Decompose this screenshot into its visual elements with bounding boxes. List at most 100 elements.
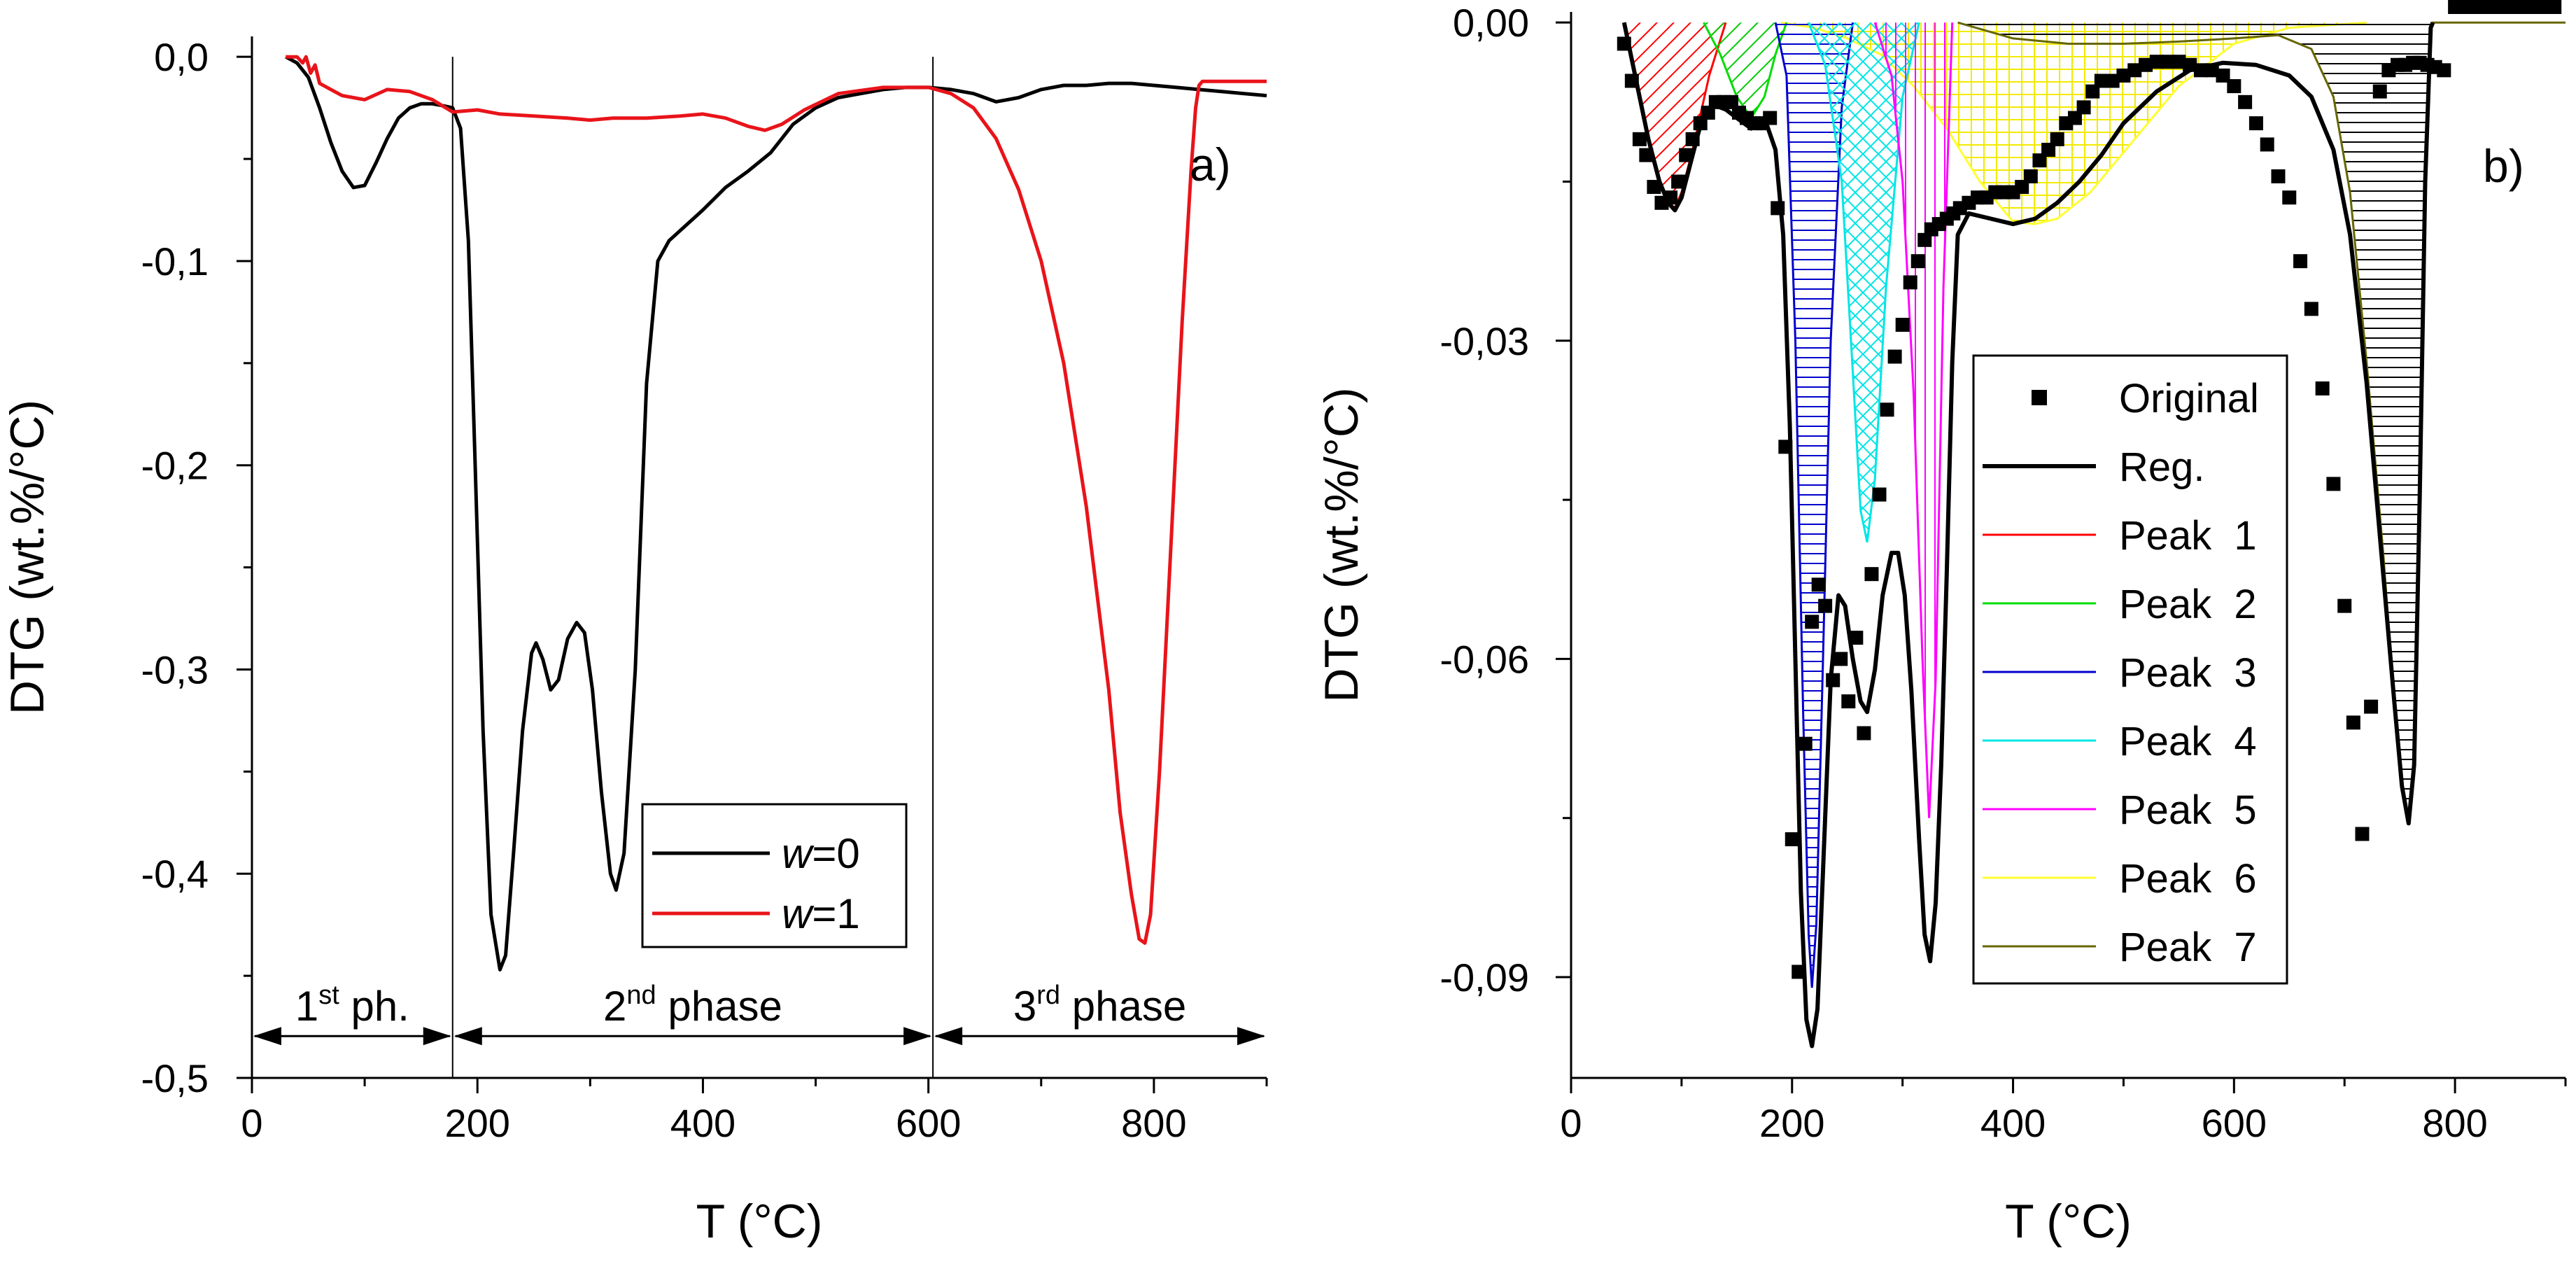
phase-label-ordinal: nd — [626, 981, 656, 1010]
phase-label-number: 1 — [295, 983, 318, 1030]
panel-b-original-point — [1798, 736, 1813, 751]
panel-b-original-point — [2238, 94, 2253, 109]
panel-b-original-point — [2271, 169, 2286, 183]
panel-b-original-point — [2536, 0, 2551, 14]
panel-b-original-point — [2116, 68, 2131, 83]
panel-b-original-point — [1778, 440, 1793, 454]
panel-a-x-tick-label: 0 — [241, 1101, 262, 1145]
panel-b-original-point — [1647, 180, 1661, 195]
panel-b-original-point — [1724, 94, 1738, 109]
panel-b-original-point — [2160, 55, 2175, 69]
panel-b-original-point — [1887, 349, 1902, 364]
panel-b-original-point — [1685, 132, 1700, 146]
panel-b-x-tick-label: 400 — [1980, 1101, 2046, 1145]
panel-a-x-tick-label: 800 — [1121, 1101, 1186, 1145]
legend-value: =0 — [812, 830, 859, 877]
panel-b-original-point — [1617, 36, 1631, 51]
panel-a-x-axis-title: T (°C) — [696, 1195, 823, 1248]
panel-b-original-point — [2372, 84, 2387, 99]
panel-b-legend-label: Peak 6 — [2119, 856, 2257, 902]
phase-label-suffix: ph. — [339, 983, 409, 1030]
panel-b-original-point — [2076, 100, 2091, 115]
panel-b-original-point — [2216, 68, 2230, 83]
panel-b-original-point — [1917, 232, 1932, 247]
panel-b-legend-label: Reg. — [2119, 444, 2205, 490]
panel-b-original-point — [1903, 275, 1917, 290]
panel-b-original-point — [1818, 598, 1833, 613]
panel-a-series-w0-line — [285, 55, 1267, 972]
panel-b-plot: b) — [1617, 0, 2566, 1049]
panel-b-x-axis-title: T (°C) — [2005, 1195, 2132, 1248]
panel-b-original-point — [2094, 73, 2109, 88]
panel-a-y-tick-label: -0,5 — [141, 1056, 209, 1100]
panel-b-original-point — [2204, 63, 2219, 78]
panel-a-y-axis-title: DTG (wt.%/°C) — [1, 400, 54, 715]
phase-label-suffix: phase — [656, 983, 782, 1030]
panel-a-series-w1-line — [286, 55, 1267, 945]
panel-b-original-point — [2172, 55, 2186, 69]
phase-label-number: 3 — [1013, 983, 1036, 1030]
panel-b-original-point — [1841, 694, 1856, 709]
panel-a-legend-label: w=1 — [782, 890, 860, 937]
panel-b-original-point — [1849, 631, 1864, 645]
panel-b-original-point — [1639, 148, 1654, 162]
panel-b-original-point — [1663, 190, 1678, 205]
panel-b-original-point — [2227, 79, 2241, 94]
panel-a-phase-label: 3rd phase — [1013, 981, 1186, 1030]
panel-b-peak-7-fill — [1957, 22, 2566, 824]
panel-b-original-point — [1857, 726, 1871, 741]
panel-b-x-tick-label: 600 — [2202, 1101, 2267, 1145]
panel-b-original-point — [2085, 84, 2100, 99]
panel-a-legend: w=0 w=1 — [641, 803, 908, 948]
panel-a-legend-label: w=0 — [782, 830, 860, 877]
panel-b-original-point — [1811, 577, 1826, 592]
panel-b-original-point — [1693, 116, 1708, 131]
panel-b-y-tick-label: -0,03 — [1440, 319, 1529, 363]
panel-b-legend-label: Peak 2 — [2119, 582, 2257, 627]
panel-b-original-point — [2293, 254, 2308, 269]
panel-b-original-point — [2448, 0, 2463, 14]
panel-b-original-point — [2149, 55, 2164, 69]
panel-b-legend-label: Peak 3 — [2119, 650, 2257, 696]
legend-variable: w — [782, 830, 815, 877]
panel-b-original-point — [2326, 477, 2341, 491]
panel-b-legend-label: Peak 5 — [2119, 787, 2257, 833]
panel-a-phase-arrow-head-left — [934, 1027, 963, 1046]
panel-b-y-tick-label: -0,06 — [1440, 637, 1529, 681]
panel-b-original-point — [1771, 201, 1785, 216]
panel-a-phase-arrow-head-right — [903, 1027, 932, 1046]
panel-b-original-point — [2067, 111, 2082, 125]
panel-a-label: a) — [1190, 139, 1231, 190]
panel-b-x-tick-label: 200 — [1759, 1101, 1824, 1145]
panel-b-y-tick-label: -0,09 — [1440, 955, 1529, 1000]
panel-a-y-tick-label: 0,0 — [154, 35, 209, 79]
panel-a-y-tick-label: -0,4 — [141, 852, 209, 896]
panel-a-phase-arrow-head-right — [423, 1027, 451, 1046]
panel-b-original-point — [2437, 63, 2451, 78]
panel-a-x-tick-label: 200 — [445, 1101, 510, 1145]
panel-b-original-point — [2105, 73, 2120, 88]
panel-b-original-point — [1864, 567, 1879, 582]
panel-b-original-point — [1880, 402, 1894, 417]
panel-a-y-tick-label: -0,2 — [141, 444, 209, 488]
panel-a-legend-box — [641, 803, 908, 948]
panel-b-original-point — [1624, 73, 1639, 88]
panel-b-original-point — [1805, 615, 1820, 629]
panel-b-original-point — [2032, 153, 2047, 168]
panel-b-original-point — [2346, 715, 2360, 730]
panel-b-y-tick-label: 0,00 — [1453, 1, 1529, 45]
panel-a-axes: 0 200 400 600 800 0,0 -0,1 -0,2 -0,3 -0,4 -0,5 T (°… — [1, 35, 1268, 1248]
panel-b-original-point — [2015, 180, 2029, 195]
phase-label-ordinal: rd — [1036, 981, 1060, 1010]
panel-b-original-point — [1785, 832, 1799, 847]
panel-b-original-point — [2514, 0, 2528, 14]
phase-label-ordinal: st — [318, 981, 339, 1010]
panel-b-original-point — [1826, 673, 1840, 687]
panel-b-x-tick-label: 800 — [2422, 1101, 2487, 1145]
panel-b-original-point — [1671, 174, 1686, 189]
panel-a-phase-label: 2nd phase — [603, 981, 782, 1030]
panel-b-original-point — [2458, 0, 2473, 14]
panel-b-legend-label: Peak 4 — [2119, 719, 2257, 764]
